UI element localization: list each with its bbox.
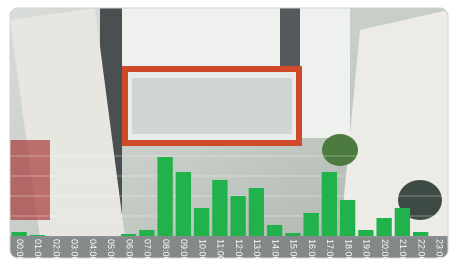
x-tick-label: 12:00 [234,239,244,262]
x-tick-label: 10:00 [197,239,207,262]
bar [376,218,391,236]
bar [303,213,318,236]
x-tick-label: 22:00 [416,239,426,262]
bar [139,230,154,236]
x-tick-label: 13:00 [252,239,262,262]
x-tick-label: 07:00 [143,239,153,262]
x-tick-label: 08:00 [161,239,171,262]
bar [230,196,245,236]
x-tick-label: 18:00 [343,239,353,262]
x-tick-label: 23:00 [435,239,445,262]
x-tick-label: 01:00 [33,239,43,262]
bar [340,200,355,236]
x-tick-label: 11:00 [216,239,226,261]
bar [194,208,209,236]
x-tick-label: 20:00 [380,239,390,262]
x-tick-label: 17:00 [325,239,335,262]
bar [11,232,26,236]
x-tick-label: 21:00 [398,239,408,262]
x-tick-label: 09:00 [179,239,189,262]
camera-view: 00:00 01:00 02:00 03:00 04:00 05:00 06:00 07:00… [0,0,458,266]
bar [322,172,337,236]
x-tick-label: 06:00 [124,239,134,262]
bar [358,230,373,236]
x-tick-label: 05:00 [106,239,116,262]
bar [30,235,45,236]
x-tick-label: 00:00 [15,239,25,262]
x-tick-label: 16:00 [307,239,317,262]
x-tick-label: 04:00 [88,239,98,262]
bar [249,188,264,236]
x-tick-label: 14:00 [270,239,280,262]
x-tick-label: 19:00 [362,239,372,262]
bar [267,225,282,236]
x-tick-label: 02:00 [51,239,61,262]
bar [157,157,172,236]
bar [395,208,410,236]
bar [121,234,136,236]
bar [212,180,227,236]
bar [285,233,300,236]
x-tick-label: 15:00 [289,239,299,262]
x-tick-label: 03:00 [70,239,80,262]
bar [176,172,191,236]
bar [413,232,428,236]
